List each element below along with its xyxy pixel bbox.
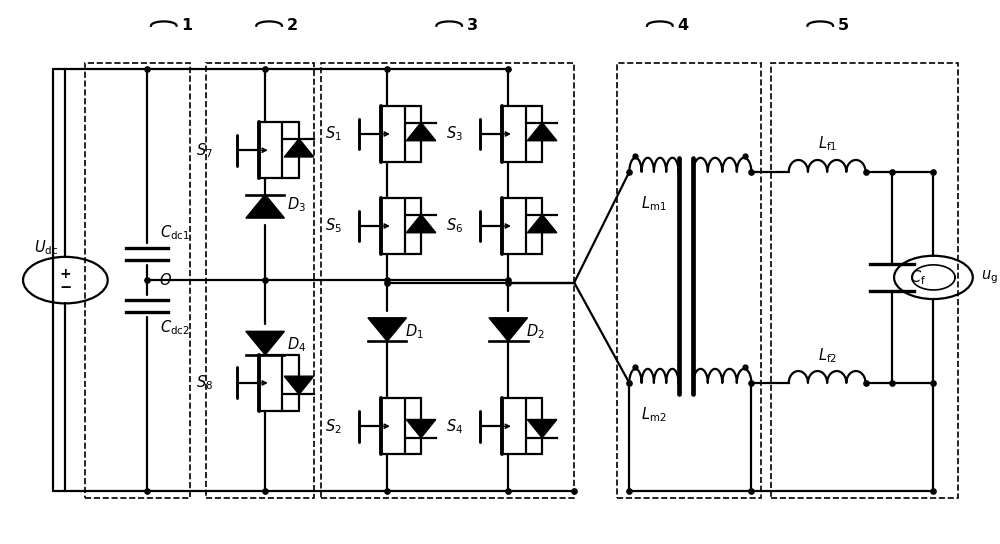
Text: $C_{\rm f}$: $C_{\rm f}$ — [910, 268, 926, 287]
Text: $L_{\rm f2}$: $L_{\rm f2}$ — [818, 346, 837, 364]
Text: $S_3$: $S_3$ — [446, 125, 463, 143]
Text: 2: 2 — [287, 18, 298, 33]
Text: $D_1$: $D_1$ — [405, 322, 424, 341]
Text: $U_{\rm dc}$: $U_{\rm dc}$ — [34, 238, 58, 257]
Text: $L_{\rm m2}$: $L_{\rm m2}$ — [641, 406, 667, 424]
Text: $D_3$: $D_3$ — [287, 195, 306, 214]
Text: $S_2$: $S_2$ — [325, 417, 341, 436]
Polygon shape — [489, 318, 528, 341]
Text: $S_5$: $S_5$ — [325, 217, 342, 236]
Text: $u_{\rm g}$: $u_{\rm g}$ — [981, 269, 998, 286]
Text: $D_2$: $D_2$ — [526, 322, 545, 341]
Text: 1: 1 — [181, 18, 193, 33]
Text: $S_4$: $S_4$ — [446, 417, 463, 436]
Text: $S_7$: $S_7$ — [196, 141, 213, 159]
Text: −: − — [59, 280, 71, 295]
Text: $O$: $O$ — [159, 272, 172, 288]
Polygon shape — [284, 139, 314, 157]
Polygon shape — [406, 214, 436, 233]
Text: $S_8$: $S_8$ — [196, 374, 213, 392]
Text: $C_{\rm dc1}$: $C_{\rm dc1}$ — [160, 223, 190, 242]
Text: $L_{\rm m1}$: $L_{\rm m1}$ — [641, 195, 667, 213]
Text: $L_{\rm f1}$: $L_{\rm f1}$ — [818, 135, 837, 153]
Polygon shape — [284, 376, 314, 394]
Polygon shape — [246, 195, 284, 218]
Polygon shape — [527, 122, 557, 141]
Polygon shape — [406, 419, 436, 438]
Text: $S_6$: $S_6$ — [446, 217, 463, 236]
Text: +: + — [60, 267, 71, 281]
Text: $S_1$: $S_1$ — [325, 125, 341, 143]
Polygon shape — [527, 214, 557, 233]
Polygon shape — [527, 419, 557, 438]
Text: $C_{\rm dc2}$: $C_{\rm dc2}$ — [160, 318, 190, 337]
Text: 4: 4 — [678, 18, 689, 33]
Polygon shape — [368, 318, 406, 341]
Text: 3: 3 — [467, 18, 478, 33]
Text: 5: 5 — [838, 18, 849, 33]
Polygon shape — [406, 122, 436, 141]
Polygon shape — [246, 331, 284, 355]
Text: $D_4$: $D_4$ — [287, 336, 306, 354]
